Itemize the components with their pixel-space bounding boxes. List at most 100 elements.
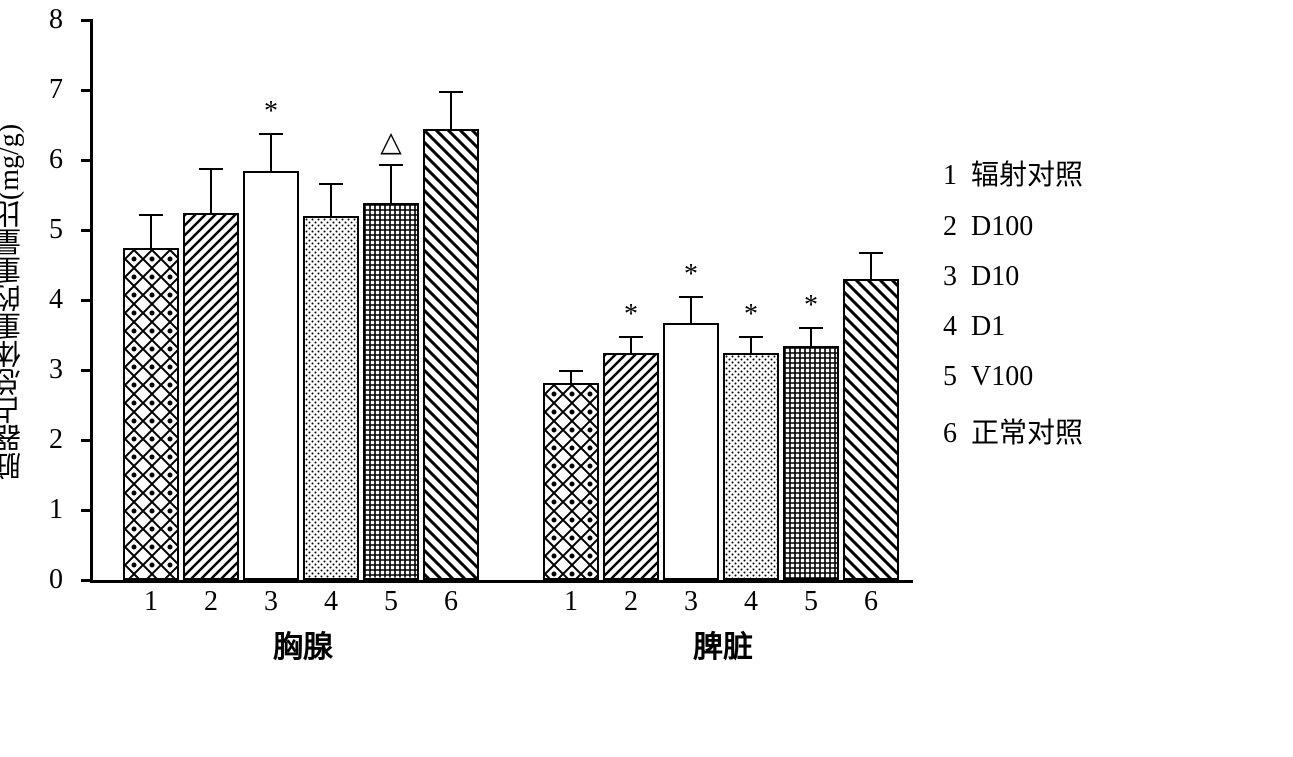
bar: △5 bbox=[363, 203, 419, 580]
y-tick-label: 8 bbox=[49, 4, 63, 36]
x-tick-label: 2 bbox=[624, 586, 638, 618]
bar-rect bbox=[603, 353, 659, 581]
chart-area: 脏器占总体重的重量比(mg/g) 012345678 12*34△56胸腺1*2… bbox=[20, 20, 913, 583]
bar: *3 bbox=[663, 323, 719, 580]
error-cap bbox=[679, 296, 703, 298]
y-tick bbox=[81, 159, 93, 162]
error-cap bbox=[319, 183, 343, 185]
y-tick bbox=[81, 299, 93, 302]
y-tick bbox=[81, 439, 93, 442]
x-tick-label: 1 bbox=[564, 586, 578, 618]
legend-item: 5V100 bbox=[943, 361, 1083, 393]
legend-num: 2 bbox=[943, 211, 971, 243]
figure: 脏器占总体重的重量比(mg/g) 012345678 12*34△56胸腺1*2… bbox=[20, 20, 1273, 583]
y-tick bbox=[81, 579, 93, 582]
error-cap bbox=[559, 370, 583, 372]
bar-rect bbox=[423, 129, 479, 581]
bar: *5 bbox=[783, 346, 839, 581]
error-bar bbox=[570, 371, 572, 385]
x-tick-label: 3 bbox=[264, 586, 278, 618]
group-label-spleen: 脾脏 bbox=[693, 622, 753, 666]
error-cap bbox=[439, 91, 463, 93]
bar: 6 bbox=[423, 129, 479, 581]
bar: *3 bbox=[243, 171, 299, 581]
x-tick-label: 2 bbox=[204, 586, 218, 618]
y-tick-label: 3 bbox=[49, 354, 63, 386]
bar: 6 bbox=[843, 279, 899, 580]
error-bar bbox=[210, 169, 212, 215]
error-bar bbox=[690, 297, 692, 325]
error-cap bbox=[139, 214, 163, 216]
bar: *4 bbox=[723, 353, 779, 581]
plot-region: 012345678 12*34△56胸腺1*2*3*4*56脾脏 bbox=[90, 20, 913, 583]
legend-num: 5 bbox=[943, 361, 971, 393]
error-cap bbox=[259, 133, 283, 135]
error-bar bbox=[450, 92, 452, 131]
legend-item: 3D10 bbox=[943, 261, 1083, 293]
bar-rect bbox=[843, 279, 899, 580]
significance-marker: * bbox=[684, 259, 698, 291]
legend-label: D1 bbox=[971, 311, 1005, 342]
error-cap bbox=[739, 336, 763, 338]
legend-label: D10 bbox=[971, 261, 1019, 292]
y-tick-label: 4 bbox=[49, 284, 63, 316]
y-tick-label: 0 bbox=[49, 564, 63, 596]
y-tick-label: 7 bbox=[49, 74, 63, 106]
legend-item: 4D1 bbox=[943, 311, 1083, 343]
legend-item: 1辐射对照 bbox=[943, 153, 1083, 193]
bar-rect bbox=[663, 323, 719, 580]
x-tick-label: 3 bbox=[684, 586, 698, 618]
legend-label: D100 bbox=[971, 211, 1033, 242]
error-bar bbox=[750, 337, 752, 355]
error-bar bbox=[870, 253, 872, 281]
y-tick-label: 5 bbox=[49, 214, 63, 246]
y-tick-label: 2 bbox=[49, 424, 63, 456]
significance-marker: * bbox=[624, 299, 638, 331]
x-tick-label: 5 bbox=[384, 586, 398, 618]
legend-num: 4 bbox=[943, 311, 971, 343]
legend-label: V100 bbox=[971, 361, 1033, 392]
bar-rect bbox=[783, 346, 839, 581]
legend-num: 3 bbox=[943, 261, 971, 293]
bar-rect bbox=[243, 171, 299, 581]
legend-item: 6正常对照 bbox=[943, 411, 1083, 451]
error-bar bbox=[150, 215, 152, 250]
legend-label: 辐射对照 bbox=[971, 160, 1083, 191]
error-cap bbox=[199, 168, 223, 170]
bar: 1 bbox=[543, 383, 599, 580]
legend-num: 1 bbox=[943, 160, 971, 192]
error-bar bbox=[810, 328, 812, 348]
y-tick bbox=[81, 369, 93, 372]
bar-rect bbox=[723, 353, 779, 581]
y-tick-label: 1 bbox=[49, 494, 63, 526]
bar: 4 bbox=[303, 216, 359, 580]
bar: 2 bbox=[183, 213, 239, 581]
legend-num: 6 bbox=[943, 418, 971, 450]
error-bar bbox=[630, 337, 632, 355]
significance-marker: △ bbox=[380, 125, 402, 159]
bar-group-spleen: 1*2*3*4*56 bbox=[543, 279, 903, 580]
x-tick-label: 6 bbox=[864, 586, 878, 618]
significance-marker: * bbox=[804, 290, 818, 322]
y-tick-label: 6 bbox=[49, 144, 63, 176]
x-tick-label: 5 bbox=[804, 586, 818, 618]
bar-rect bbox=[543, 383, 599, 580]
y-tick bbox=[81, 229, 93, 232]
error-cap bbox=[619, 336, 643, 338]
bar: *2 bbox=[603, 353, 659, 581]
bar: 1 bbox=[123, 248, 179, 581]
significance-marker: * bbox=[744, 299, 758, 331]
error-bar bbox=[330, 184, 332, 218]
x-tick-label: 4 bbox=[744, 586, 758, 618]
x-tick-label: 6 bbox=[444, 586, 458, 618]
bar-rect bbox=[183, 213, 239, 581]
significance-marker: * bbox=[264, 96, 278, 128]
bar-rect bbox=[123, 248, 179, 581]
error-bar bbox=[390, 165, 392, 206]
error-cap bbox=[859, 252, 883, 254]
error-cap bbox=[799, 327, 823, 329]
x-tick-label: 4 bbox=[324, 586, 338, 618]
y-tick bbox=[81, 89, 93, 92]
y-axis-label: 脏器占总体重的重量比(mg/g) bbox=[0, 123, 30, 479]
x-tick-label: 1 bbox=[144, 586, 158, 618]
